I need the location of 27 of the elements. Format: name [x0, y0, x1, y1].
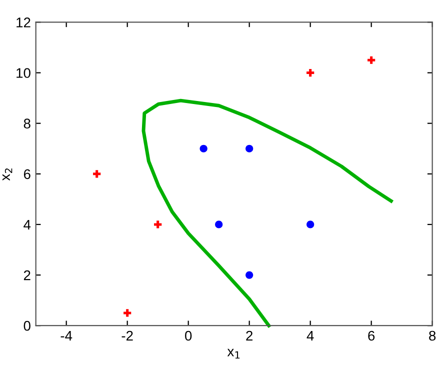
point [154, 220, 162, 228]
point [215, 220, 223, 228]
x-tick-label: 2 [246, 330, 252, 341]
y-tick-label: 6 [24, 169, 30, 180]
line-series [142, 98, 393, 328]
point [306, 220, 314, 228]
y-tick-label: 10 [16, 68, 30, 78]
x-tick-label: -2 [122, 330, 133, 341]
point [93, 170, 101, 178]
point [246, 144, 254, 152]
point [124, 309, 132, 317]
point [306, 68, 314, 77]
point [246, 271, 254, 279]
y-tick-label: 0 [24, 320, 30, 331]
x-axis-title: x$_{1}$ [227, 348, 240, 359]
x-tick-label: 8 [429, 330, 436, 341]
x-tick-label: 4 [306, 330, 314, 341]
point [200, 144, 208, 152]
x-tick-label: -4 [60, 330, 72, 341]
y-tick-label: 12 [16, 18, 30, 28]
y-tick-label: 4 [24, 220, 31, 230]
y-tick-label: 2 [24, 270, 30, 280]
x-tick-label: 0 [185, 330, 192, 341]
y-axis-title: x$_{2}$ [2, 168, 12, 181]
x-tick-label: 6 [368, 330, 375, 341]
point [368, 56, 376, 64]
y-tick-label: 8 [24, 118, 30, 129]
